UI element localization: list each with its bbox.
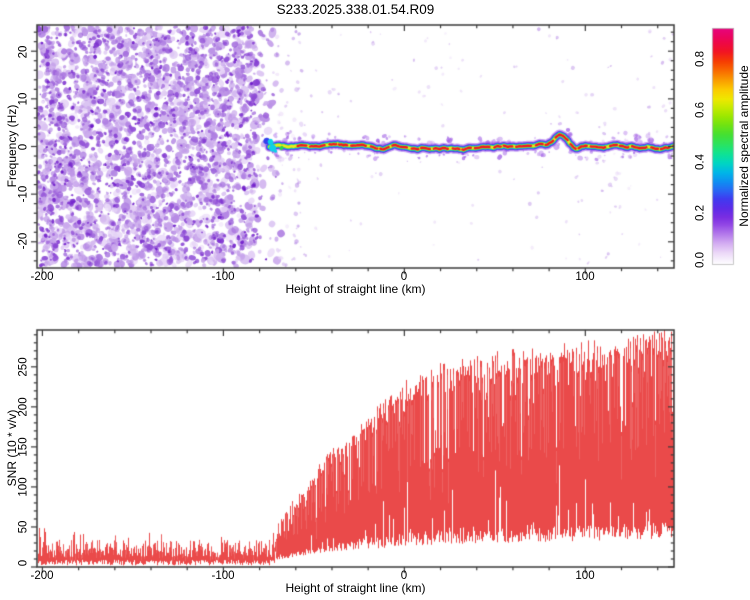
y-tick-label: 0 bbox=[17, 143, 30, 151]
x-tick-label: 0 bbox=[400, 271, 408, 283]
y-tick-label: -10 bbox=[17, 185, 30, 203]
spectrogram-y-axis-label: Frequency (Hz) bbox=[5, 104, 19, 188]
spectrogram-x-axis-label: Height of straight line (km) bbox=[285, 282, 426, 296]
page-title: S233.2025.338.01.54.R09 bbox=[276, 2, 435, 17]
x-tick-label: 100 bbox=[575, 271, 595, 283]
y-tick-label: 20 bbox=[17, 45, 30, 59]
snr-y-axis-label: SNR (10 * v/v) bbox=[5, 409, 19, 487]
x-tick-label: -100 bbox=[211, 570, 235, 582]
y-tick-label: 100 bbox=[17, 477, 30, 497]
snr-x-axis-label: Height of straight line (km) bbox=[285, 581, 426, 595]
y-tick-label: 200 bbox=[17, 397, 30, 417]
colorbar-tick-label: 0.8 bbox=[694, 51, 707, 67]
y-tick-label: 10 bbox=[17, 92, 30, 106]
x-tick-label: -200 bbox=[30, 570, 54, 582]
y-tick-label: 250 bbox=[17, 357, 30, 377]
colorbar-tick-label: 0.4 bbox=[694, 154, 707, 170]
colorbar-tick-label: 0.2 bbox=[694, 205, 707, 221]
y-tick-label: 150 bbox=[17, 437, 30, 457]
x-tick-label: -100 bbox=[211, 271, 235, 283]
colorbar-axis-label: Normalized spectral amplitude bbox=[737, 65, 750, 227]
y-tick-label: -20 bbox=[17, 232, 30, 250]
colorbar-tick-label: 0.6 bbox=[694, 102, 707, 118]
x-tick-label: -200 bbox=[30, 271, 54, 283]
y-tick-label: 50 bbox=[17, 520, 30, 534]
y-tick-label: 0 bbox=[17, 559, 30, 567]
x-tick-label: 100 bbox=[575, 570, 595, 582]
x-tick-label: 0 bbox=[400, 570, 408, 582]
colorbar-tick-label: 0.0 bbox=[694, 252, 707, 268]
